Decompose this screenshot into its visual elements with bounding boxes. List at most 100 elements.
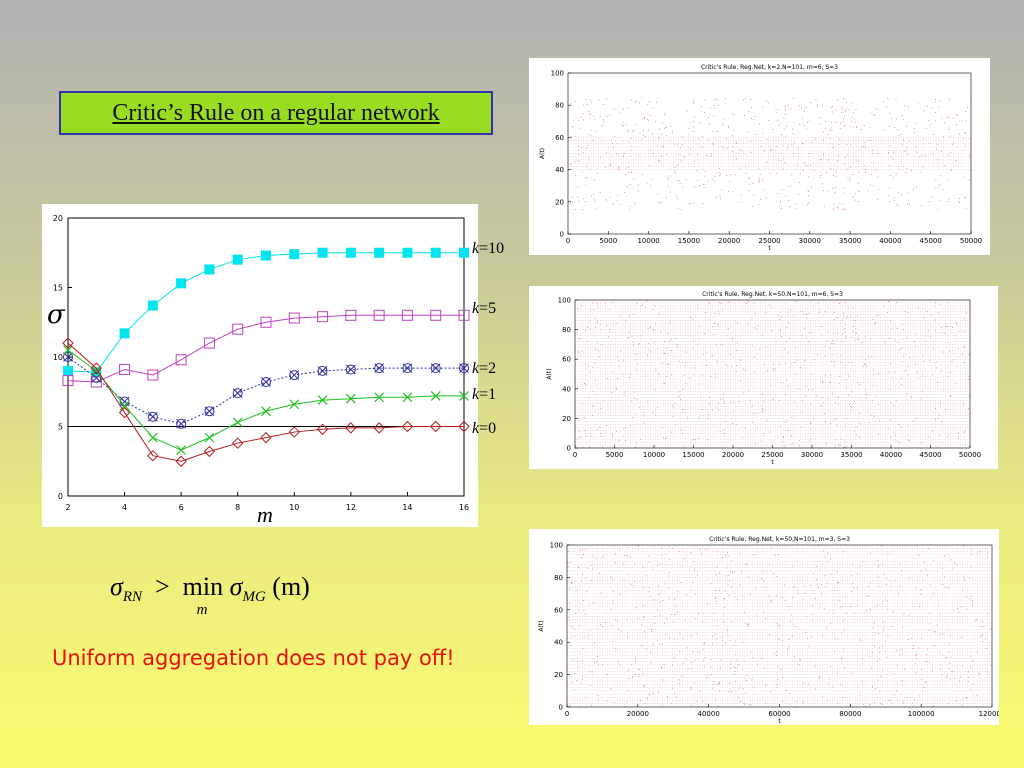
scatter-point <box>736 598 738 600</box>
scatter-point <box>945 676 947 678</box>
scatter-point <box>943 136 945 138</box>
scatter-point <box>952 670 954 672</box>
scatter-point <box>828 398 829 400</box>
scatter-point <box>959 198 960 199</box>
scatter-point <box>723 402 725 404</box>
scatter-point <box>692 100 694 102</box>
scatter-point <box>944 122 946 124</box>
scatter-point <box>834 651 836 653</box>
scatter-point <box>685 383 687 384</box>
scatter-point <box>652 628 654 630</box>
scatter-point <box>889 112 890 114</box>
scatter-point <box>878 188 880 190</box>
scatter-point <box>657 201 659 203</box>
scatter-point <box>588 117 590 119</box>
scatter-point <box>821 334 823 336</box>
scatter-point <box>742 368 744 370</box>
scatter-point <box>606 200 607 202</box>
scatter-point <box>638 676 640 677</box>
scatter-point <box>582 402 583 404</box>
scatter-point <box>920 589 922 590</box>
scatter-point <box>907 439 909 441</box>
scatter-point <box>619 664 620 666</box>
scatter-point <box>603 555 605 557</box>
scatter-point <box>804 327 805 329</box>
scatter-point <box>780 160 782 161</box>
scatter-point <box>851 575 853 577</box>
scatter-point <box>767 102 769 104</box>
scatter-point <box>569 620 571 622</box>
scatter-point <box>617 378 618 379</box>
scatter-point <box>580 580 582 582</box>
scatter-point <box>693 340 695 342</box>
scatter-point <box>946 409 948 410</box>
scatter-point <box>672 405 674 407</box>
scatter-point <box>690 687 692 689</box>
scatter-point <box>801 335 803 337</box>
scatter-point <box>732 151 733 152</box>
scatter-point <box>711 355 713 356</box>
scatter-point <box>848 109 850 111</box>
scatter-point <box>865 147 866 149</box>
series-2-point <box>345 364 356 375</box>
scatter-point <box>803 170 804 171</box>
scatter-point <box>641 138 643 140</box>
scatter-point <box>568 616 570 618</box>
scatter-point <box>942 654 943 656</box>
scatter-point <box>686 361 688 363</box>
scatter-point <box>940 633 941 635</box>
scatter-point <box>839 202 841 204</box>
scatter-point <box>727 629 728 631</box>
scatter-point <box>969 577 970 579</box>
scatter-point <box>668 178 669 180</box>
scatter-point <box>624 192 626 193</box>
scatter-point <box>788 200 790 202</box>
scatter-point <box>612 372 614 374</box>
scatter-point <box>839 303 840 304</box>
scatter-point <box>824 556 826 558</box>
scatter-point <box>597 695 599 696</box>
scatter-point <box>756 328 758 330</box>
scatter-point <box>728 190 729 192</box>
scatter-point <box>846 318 847 319</box>
scatter-point <box>628 336 630 338</box>
scatter-point <box>570 137 572 139</box>
scatter-point <box>783 117 785 119</box>
scatter-point <box>698 325 700 327</box>
scatter-point <box>857 339 859 341</box>
scatter-point <box>801 118 803 120</box>
scatter-point <box>892 546 894 548</box>
scatter-point <box>674 599 676 600</box>
scatter-point <box>841 632 842 634</box>
scatter-point <box>822 381 824 383</box>
scatter-point <box>694 618 696 620</box>
x-tick-label: 40000 <box>698 710 720 718</box>
scatter-point <box>844 618 846 620</box>
scatter-point <box>721 189 723 191</box>
scatter-point <box>883 630 884 631</box>
scatter-point <box>609 309 611 310</box>
x-tick-label: 45000 <box>919 451 941 459</box>
scatter-point <box>720 667 722 669</box>
scatter-point <box>826 340 828 342</box>
scatter-point <box>753 302 755 304</box>
scatter-point <box>652 133 653 135</box>
scatter-point <box>893 197 895 199</box>
scatter-point <box>657 640 658 642</box>
scatter-point <box>887 312 888 314</box>
scatter-point <box>842 121 844 122</box>
scatter-point <box>748 111 749 113</box>
scatter-point <box>930 314 932 316</box>
scatter-point <box>633 178 635 180</box>
scatter-point <box>788 606 790 608</box>
scatter-point <box>657 373 659 374</box>
scatter-point <box>723 429 725 430</box>
scatter-point <box>794 656 795 657</box>
scatter-point <box>825 443 827 445</box>
scatter-point <box>582 574 583 576</box>
scatter-point <box>693 374 695 376</box>
scatter-point <box>776 687 778 689</box>
scatter-point <box>648 555 650 557</box>
series-1-point <box>401 309 413 321</box>
scatter-point <box>832 339 834 341</box>
